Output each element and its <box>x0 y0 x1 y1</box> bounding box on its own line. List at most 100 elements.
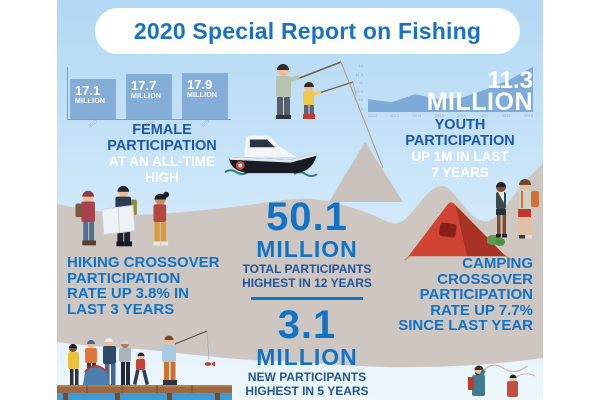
hiker-shoe <box>153 241 161 246</box>
female-bar-2018: 17.7 MILLION <box>126 74 172 119</box>
water <box>57 393 232 400</box>
fisherman-hair <box>474 365 484 370</box>
child-shirt <box>136 359 145 370</box>
fisherman-boot <box>170 380 177 385</box>
camper-shorts <box>496 209 506 215</box>
camper-shoe <box>526 235 532 239</box>
x-tick: 2016 <box>457 113 467 118</box>
tent-left-face <box>408 202 467 257</box>
camper-leg <box>497 215 501 234</box>
hiker-boot <box>124 241 133 247</box>
title-banner: 2020 Special Report on Fishing <box>95 8 520 54</box>
x-tick: 2012 <box>368 113 377 118</box>
hiker-leg <box>89 221 94 241</box>
landmass-shape <box>57 163 543 368</box>
child-arm <box>311 90 322 96</box>
bar-value: 17.9 <box>187 76 213 92</box>
hiker-boot <box>116 241 125 247</box>
stat-line: LAST 3 YEARS <box>67 300 175 318</box>
fisherman-shirt <box>472 375 485 396</box>
total-participants-desc: HIGHEST IN 12 YEARS <box>242 276 372 290</box>
callout-unit: MILLION <box>426 88 533 116</box>
child-leg <box>132 369 140 385</box>
child-boot <box>309 114 315 119</box>
father-shoe <box>283 115 291 119</box>
child-hair <box>304 82 314 87</box>
guy-line <box>503 253 512 261</box>
person-cap <box>121 340 129 344</box>
hiker-top <box>153 204 167 222</box>
camper-shoe <box>519 235 525 239</box>
bar-value: 17.1 <box>75 82 101 98</box>
child-leg <box>142 369 150 386</box>
x-tick: 2017 <box>479 113 489 118</box>
fisherman-boot <box>163 380 170 385</box>
bar-chart-y-axis <box>67 67 68 120</box>
hair-bun <box>163 191 170 198</box>
person-leg <box>121 362 125 385</box>
hiker-boot <box>82 240 90 246</box>
person-shirt <box>85 348 97 363</box>
camper-leg <box>526 217 531 235</box>
fisherman-hair <box>509 374 517 378</box>
new-participants-desc: HIGHEST IN 5 YEARS <box>245 384 369 398</box>
stat-line: CAMPING <box>462 255 533 272</box>
small-mountain-shape <box>329 142 403 202</box>
child-torso <box>303 91 314 105</box>
y-tick: 10 <box>358 97 363 103</box>
father-hair <box>277 64 289 70</box>
person-leg <box>70 369 74 385</box>
fisherman-arm <box>478 369 486 379</box>
landmass-illustration <box>57 142 543 368</box>
child-hair <box>137 352 145 356</box>
fisherman-shirt <box>162 345 176 362</box>
fishing-rod <box>296 61 342 80</box>
stat-sublabel: HIGH <box>145 169 179 185</box>
camper-shorts <box>518 209 531 217</box>
father-child-fishing-illustration <box>276 61 384 169</box>
stat-line: RATE UP 7.7% <box>430 301 533 319</box>
fishing-line <box>340 61 384 169</box>
stat-line: CROSSOVER <box>437 270 533 288</box>
camper-vest <box>498 192 504 203</box>
shore-fishermen-illustration <box>468 364 536 397</box>
bar-value: 17.7 <box>131 78 157 94</box>
youth-area-chart <box>368 66 533 112</box>
tarp-trim <box>84 365 108 373</box>
new-participants-desc: NEW PARTICIPANTS <box>247 370 367 384</box>
dock-post <box>115 393 120 400</box>
campers-illustration <box>487 179 539 246</box>
hiker-shoe <box>161 241 169 246</box>
fishing-line <box>206 330 210 361</box>
bar-unit: MILLION <box>131 93 162 101</box>
fishing-rod <box>174 330 208 345</box>
female-bar-group: 17.1 MILLION 17.7 MILLION 17.9 MILLION <box>70 67 228 119</box>
person-beanie <box>87 340 95 344</box>
x-tick: 2013 <box>390 113 400 118</box>
dock-post <box>167 393 172 400</box>
person-hair <box>69 344 77 348</box>
stat-sublabel: UP 1M IN LAST <box>411 149 509 164</box>
x-tick: 2015 <box>434 113 444 118</box>
hikers-illustration <box>75 185 170 247</box>
hiker-hood <box>82 190 94 197</box>
bush <box>495 238 505 246</box>
x-tick: 2019 <box>524 113 533 118</box>
fisherman-leg <box>170 362 176 380</box>
camping-crossover-stat: CAMPING CROSSOVER PARTICIPATION RATE UP … <box>373 256 533 334</box>
new-participants-unit: MILLION <box>256 344 358 370</box>
fisherman-hair <box>164 335 174 340</box>
female-bar-chart: 17.1 MILLION 17.7 MILLION 17.9 MILLION <box>67 65 235 120</box>
child-leg <box>309 105 314 114</box>
wave <box>224 169 249 176</box>
dock-post <box>63 393 68 400</box>
fishing-line <box>480 364 528 375</box>
stat-line: HIKING CROSSOVER <box>67 254 220 271</box>
female-bar-2017: 17.1 MILLION <box>70 78 116 119</box>
participants-stat-block: 50.1 MILLION TOTAL PARTICIPANTS HIGHEST … <box>192 197 422 398</box>
father-shoe <box>276 115 284 119</box>
x-tick: 2014 <box>412 113 422 118</box>
total-participants-desc: TOTAL PARTICIPANTS <box>242 262 372 276</box>
motorboat-illustration <box>224 135 318 177</box>
callout-value: 11.3 <box>487 67 533 94</box>
